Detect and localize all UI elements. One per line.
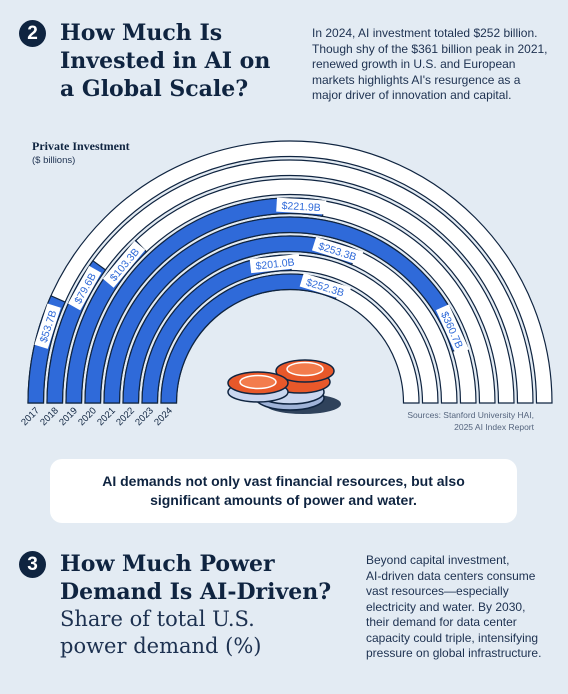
section-2-intro: In 2024, AI investment totaled $252 bill… (312, 26, 548, 104)
callout-line: significant amounts of power and water. (150, 492, 417, 508)
intro-line: electricity and water. By 2030, (366, 599, 526, 614)
year-label-2022: 2022 (114, 405, 137, 428)
radial-bar-chart: Private Investment ($ billions) $53.7B20… (19, 139, 553, 432)
investment-bar-2018 (46, 259, 107, 404)
poker-chips-illustration (227, 359, 341, 414)
title-line: Demand Is AI-Driven? (60, 579, 332, 605)
intro-line: Beyond capital investment, (366, 553, 510, 567)
intro-line: capacity could triple, intensifying (366, 630, 539, 645)
section-3-intro: Beyond capital investment, AI-driven dat… (366, 553, 541, 662)
year-label-2024: 2024 (152, 405, 175, 428)
intro-line: markets highlights AI's resurgence as a (312, 72, 521, 87)
year-label-2020: 2020 (76, 405, 99, 428)
intro-line: pressure on global infrastructure. (366, 646, 542, 660)
intro-line: their demand for data center (366, 615, 517, 629)
svg-text:$221.9B: $221.9B (281, 200, 321, 214)
year-label-2023: 2023 (133, 405, 156, 428)
year-label-2021: 2021 (95, 405, 118, 428)
section-number-badge: 3 (19, 551, 46, 578)
chart-title: Private Investment (32, 139, 130, 153)
callout-line: AI demands not only vast financial resou… (102, 473, 465, 489)
intro-line: In 2024, AI investment totaled $252 bill… (312, 26, 538, 40)
intro-line: Though shy of the $361 billion peak in 2… (312, 41, 548, 56)
title-line: Invested in AI on (60, 48, 271, 74)
value-label-2020: $221.9B (276, 197, 327, 215)
source-note-line: 2025 AI Index Report (454, 422, 535, 432)
ring-track-2017 (27, 140, 553, 404)
ring-track-2018 (46, 159, 534, 404)
chart-subtitle: ($ billions) (32, 155, 75, 166)
year-label-2018: 2018 (38, 405, 61, 428)
intro-line: AI-driven data centers consume (366, 568, 536, 583)
title-line: How Much Power (60, 551, 275, 577)
callout-text: AI demands not only vast financial resou… (102, 472, 465, 510)
value-label-2023: $201.0B (249, 253, 301, 274)
section-2-title: How Much Is Invested in AI on a Global S… (60, 19, 270, 103)
svg-text:$201.0B: $201.0B (255, 256, 295, 272)
section-number-badge: 2 (19, 20, 46, 47)
title-line: a Global Scale? (60, 76, 249, 102)
year-label-2019: 2019 (57, 405, 80, 428)
intro-line: major driver of innovation and capital. (312, 88, 512, 102)
subtitle-line: power demand (%) (60, 634, 262, 658)
section-3-title: How Much Power Demand Is AI-Driven? (60, 550, 331, 606)
title-line: How Much Is (60, 20, 223, 46)
source-note-line: Sources: Stanford University HAI, (407, 410, 534, 420)
intro-line: renewed growth in U.S. and European (312, 57, 516, 71)
subtitle-line: Share of total U.S. (60, 607, 255, 631)
callout-box: AI demands not only vast financial resou… (50, 459, 517, 523)
intro-line: vast resources—especially (366, 584, 509, 598)
chart-rings: $53.7B2017$79.6B2018$103.3B2019$221.9B20… (19, 140, 553, 428)
ring-track-2019 (65, 178, 515, 404)
year-label-2017: 2017 (19, 405, 42, 428)
section-3-subtitle: Share of total U.S. power demand (%) (60, 606, 262, 660)
